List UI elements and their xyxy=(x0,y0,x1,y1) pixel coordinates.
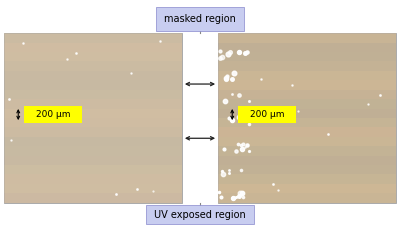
Bar xyxy=(4,99,182,109)
Bar xyxy=(218,43,396,52)
Bar xyxy=(4,127,182,137)
Bar xyxy=(4,137,182,146)
Bar xyxy=(4,118,182,127)
Bar xyxy=(218,118,396,127)
Bar xyxy=(218,184,396,193)
Bar xyxy=(146,205,254,224)
Bar xyxy=(218,52,396,61)
Bar xyxy=(4,90,182,99)
Bar xyxy=(4,146,182,155)
Bar xyxy=(218,80,396,90)
Bar xyxy=(4,33,182,203)
Bar xyxy=(4,165,182,174)
Bar xyxy=(218,127,396,137)
Bar xyxy=(4,61,182,71)
Bar xyxy=(4,33,182,43)
Bar xyxy=(4,71,182,80)
Bar xyxy=(218,155,396,165)
Text: masked region: masked region xyxy=(164,14,236,24)
Bar xyxy=(218,90,396,99)
Bar xyxy=(4,155,182,165)
Bar xyxy=(4,80,182,90)
Bar xyxy=(218,193,396,203)
Bar xyxy=(156,7,244,31)
Text: UV exposed region: UV exposed region xyxy=(154,210,246,220)
Bar xyxy=(218,71,396,80)
Bar xyxy=(218,165,396,174)
Bar xyxy=(4,184,182,193)
Bar xyxy=(4,52,182,61)
Bar xyxy=(218,33,396,43)
Bar xyxy=(218,146,396,155)
Bar xyxy=(4,109,182,118)
Bar xyxy=(218,33,396,203)
Text: 200 μm: 200 μm xyxy=(250,110,285,119)
Bar xyxy=(218,99,396,109)
Text: 200 μm: 200 μm xyxy=(36,110,71,119)
Bar xyxy=(218,109,396,118)
Bar xyxy=(4,43,182,52)
Bar xyxy=(4,174,182,184)
Bar xyxy=(24,106,82,123)
Bar xyxy=(218,174,396,184)
Bar xyxy=(218,61,396,71)
Bar xyxy=(218,137,396,146)
Bar xyxy=(4,193,182,203)
Bar xyxy=(238,106,296,123)
